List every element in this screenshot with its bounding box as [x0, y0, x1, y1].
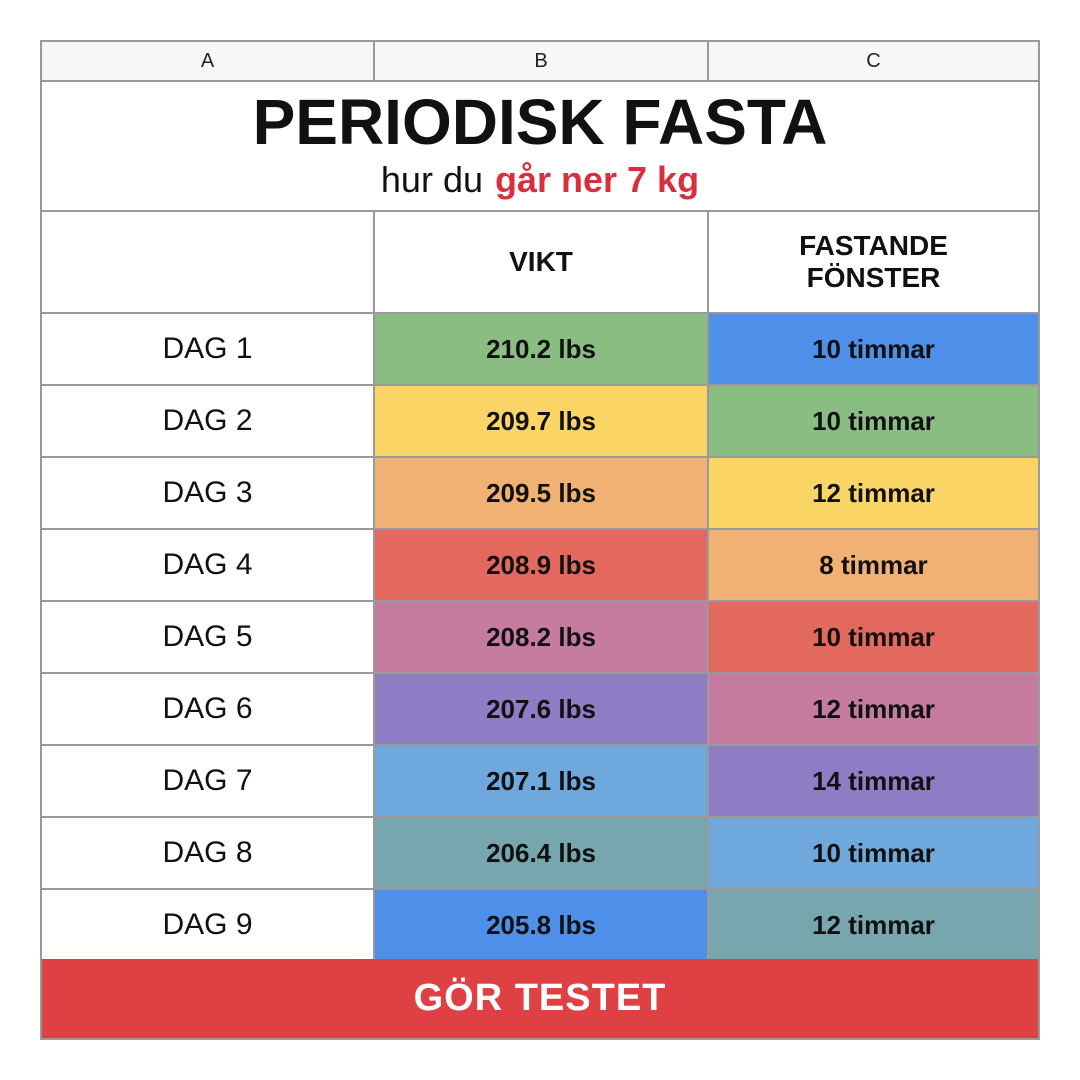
weight-cell[interactable]: 207.1 lbs — [375, 746, 709, 818]
fasting-window-cell[interactable]: 10 timmar — [709, 386, 1038, 458]
day-cell[interactable]: DAG 9 — [42, 890, 375, 962]
day-cell[interactable]: DAG 5 — [42, 602, 375, 674]
weight-cell[interactable]: 207.6 lbs — [375, 674, 709, 746]
day-cell[interactable]: DAG 4 — [42, 530, 375, 602]
table-header-row: VIKT FASTANDE FÖNSTER — [42, 212, 1038, 314]
fasting-window-cell[interactable]: 12 timmar — [709, 674, 1038, 746]
table-row: DAG 4 208.9 lbs 8 timmar — [42, 530, 1038, 602]
table-body: DAG 1 210.2 lbs 10 timmar DAG 2 209.7 lbs 10 … — [42, 314, 1038, 962]
table-row: DAG 7 207.1 lbs 14 timmar — [42, 746, 1038, 818]
header-cell-empty[interactable] — [42, 212, 375, 314]
table-row: DAG 2 209.7 lbs 10 timmar — [42, 386, 1038, 458]
subtitle-prefix: hur du — [380, 159, 483, 200]
title-cell[interactable]: PERIODISK FASTA hur du går ner 7 kg — [42, 82, 1038, 212]
table-row: DAG 3 209.5 lbs 12 timmar — [42, 458, 1038, 530]
fasting-window-cell[interactable]: 10 timmar — [709, 314, 1038, 386]
take-test-button[interactable]: GÖR TESTET — [42, 959, 1038, 1038]
header-cell-weight[interactable]: VIKT — [375, 212, 709, 314]
spreadsheet: A B C PERIODISK FASTA hur du går ner 7 kg… — [40, 40, 1040, 1040]
table-row: DAG 9 205.8 lbs 12 timmar — [42, 890, 1038, 962]
table-row: DAG 5 208.2 lbs 10 timmar — [42, 602, 1038, 674]
fasting-window-cell[interactable]: 12 timmar — [709, 458, 1038, 530]
day-cell[interactable]: DAG 7 — [42, 746, 375, 818]
day-cell[interactable]: DAG 1 — [42, 314, 375, 386]
table-row: DAG 6 207.6 lbs 12 timmar — [42, 674, 1038, 746]
day-cell[interactable]: DAG 6 — [42, 674, 375, 746]
column-header-c[interactable]: C — [709, 42, 1038, 82]
fasting-window-cell[interactable]: 12 timmar — [709, 890, 1038, 962]
weight-cell[interactable]: 209.5 lbs — [375, 458, 709, 530]
table-row: DAG 1 210.2 lbs 10 timmar — [42, 314, 1038, 386]
column-header-b[interactable]: B — [375, 42, 709, 82]
weight-cell[interactable]: 208.9 lbs — [375, 530, 709, 602]
day-cell[interactable]: DAG 8 — [42, 818, 375, 890]
fasting-window-cell[interactable]: 10 timmar — [709, 602, 1038, 674]
header-fasting-line2: FÖNSTER — [806, 262, 941, 293]
weight-cell[interactable]: 210.2 lbs — [375, 314, 709, 386]
fasting-window-cell[interactable]: 14 timmar — [709, 746, 1038, 818]
page-title: PERIODISK FASTA — [252, 86, 828, 158]
day-cell[interactable]: DAG 2 — [42, 386, 375, 458]
column-header-a[interactable]: A — [42, 42, 375, 82]
weight-cell[interactable]: 205.8 lbs — [375, 890, 709, 962]
header-fasting-line1: FASTANDE — [799, 230, 948, 261]
weight-cell[interactable]: 208.2 lbs — [375, 602, 709, 674]
weight-cell[interactable]: 209.7 lbs — [375, 386, 709, 458]
fasting-window-cell[interactable]: 8 timmar — [709, 530, 1038, 602]
subtitle-highlight: går ner 7 kg — [494, 159, 700, 200]
page-subtitle: hur du går ner 7 kg — [381, 158, 699, 202]
weight-cell[interactable]: 206.4 lbs — [375, 818, 709, 890]
header-cell-fasting-window[interactable]: FASTANDE FÖNSTER — [709, 212, 1038, 314]
day-cell[interactable]: DAG 3 — [42, 458, 375, 530]
table-row: DAG 8 206.4 lbs 10 timmar — [42, 818, 1038, 890]
fasting-window-cell[interactable]: 10 timmar — [709, 818, 1038, 890]
column-header-row: A B C — [42, 42, 1038, 82]
